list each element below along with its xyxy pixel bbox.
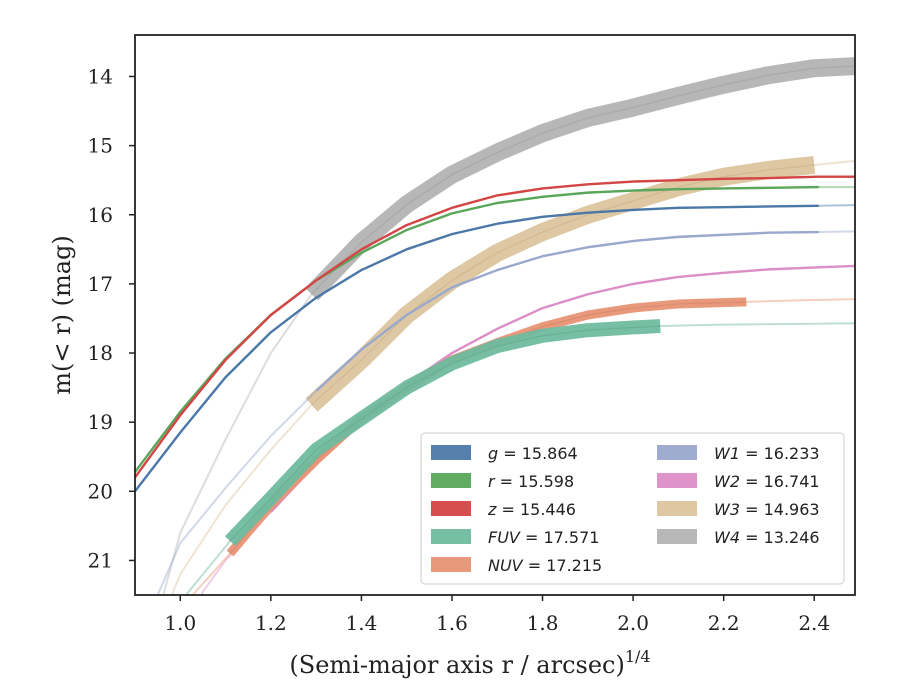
- y-tick-label: 18: [88, 341, 113, 365]
- y-tick-label: 15: [88, 134, 113, 158]
- series-FUV: [184, 319, 855, 595]
- legend-item-g: g = 15.864: [431, 444, 578, 463]
- series-W4: [162, 57, 855, 595]
- x-axis-label-exponent: 1/4: [625, 647, 651, 666]
- y-tick-label: 20: [88, 479, 113, 503]
- legend-item-z: z = 15.446: [431, 500, 576, 519]
- legend-label-W1: W1 = 16.233: [714, 444, 820, 463]
- series-W3: [170, 156, 855, 595]
- legend-swatch-W1: [657, 445, 697, 460]
- legend-swatch-z: [431, 501, 471, 516]
- x-tick-label: 2.0: [617, 611, 649, 635]
- x-tick-label: 1.8: [527, 611, 559, 635]
- legend-item-NUV: NUV = 17.215: [431, 556, 602, 575]
- legend-label-W4: W4 = 13.246: [714, 528, 820, 547]
- legend-label-g: g = 15.864: [488, 444, 578, 463]
- x-tick-label: 1.2: [255, 611, 287, 635]
- legend-entries: g = 15.864 r = 15.598 z = 15.446 FUV = 17.5…: [431, 444, 820, 575]
- legend-label-W3: W3 = 14.963: [714, 500, 820, 519]
- series-z: [135, 175, 855, 479]
- y-tick-label: 17: [88, 272, 113, 296]
- y-tick-label: 19: [88, 410, 113, 434]
- legend-swatch-r: [431, 473, 471, 488]
- x-tick-label: 2.2: [708, 611, 740, 635]
- series-W3-center-line: [311, 164, 815, 406]
- legend-label-z: z = 15.446: [487, 500, 576, 519]
- ticks-layer: 1.0 1.2 1.4 1.6 1.8 2.0 2.2 2.4 14 15 16 17 18 19 20 21: [88, 64, 831, 635]
- legend-item-W4: W4 = 13.246: [657, 528, 820, 547]
- legend-item-W2: W2 = 16.741: [657, 472, 820, 491]
- legend-swatch-W4: [657, 529, 697, 544]
- legend: g = 15.864 r = 15.598 z = 15.446 FUV = 17.5…: [420, 432, 845, 585]
- legend-label-FUV: FUV = 17.571: [488, 528, 599, 547]
- y-axis-label: m(< r) (mag): [48, 235, 76, 394]
- x-axis-label: (Semi-major axis r / arcsec)1/4: [289, 647, 650, 679]
- y-tick-label: 16: [88, 203, 113, 227]
- x-tick-label: 1.0: [164, 611, 196, 635]
- series-g-measured: [135, 204, 819, 493]
- legend-swatch-NUV: [431, 557, 471, 572]
- plot-frame: [134, 34, 856, 596]
- series-z-measured: [135, 175, 855, 479]
- series-FUV-center-line: [229, 325, 661, 542]
- series-layer: [135, 57, 855, 595]
- x-tick-label: 1.6: [436, 611, 468, 635]
- y-tick-label: 14: [88, 64, 113, 88]
- series-W1-measured: [315, 230, 819, 392]
- legend-item-r: r = 15.598: [431, 472, 574, 491]
- legend-swatch-W3: [657, 501, 697, 516]
- series-g: [135, 204, 855, 493]
- legend-swatch-g: [431, 445, 471, 460]
- legend-item-W3: W3 = 14.963: [657, 500, 820, 519]
- y-tick-label: 21: [88, 548, 113, 572]
- x-tick-label: 2.4: [798, 611, 830, 635]
- legend-label-r: r = 15.598: [488, 472, 574, 491]
- legend-swatch-FUV: [431, 529, 471, 544]
- legend-swatch-W2: [657, 473, 697, 488]
- legend-label-NUV: NUV = 17.215: [488, 556, 602, 575]
- legend-item-W1: W1 = 16.233: [657, 444, 820, 463]
- x-axis-label-text: (Semi-major axis r / arcsec): [289, 651, 624, 679]
- legend-frame: [420, 432, 845, 585]
- legend-label-W2: W2 = 16.741: [714, 472, 820, 491]
- series-W1: [156, 230, 855, 595]
- legend-item-FUV: FUV = 17.571: [431, 528, 599, 547]
- series-W4-center-line: [311, 65, 855, 295]
- x-tick-label: 1.4: [346, 611, 378, 635]
